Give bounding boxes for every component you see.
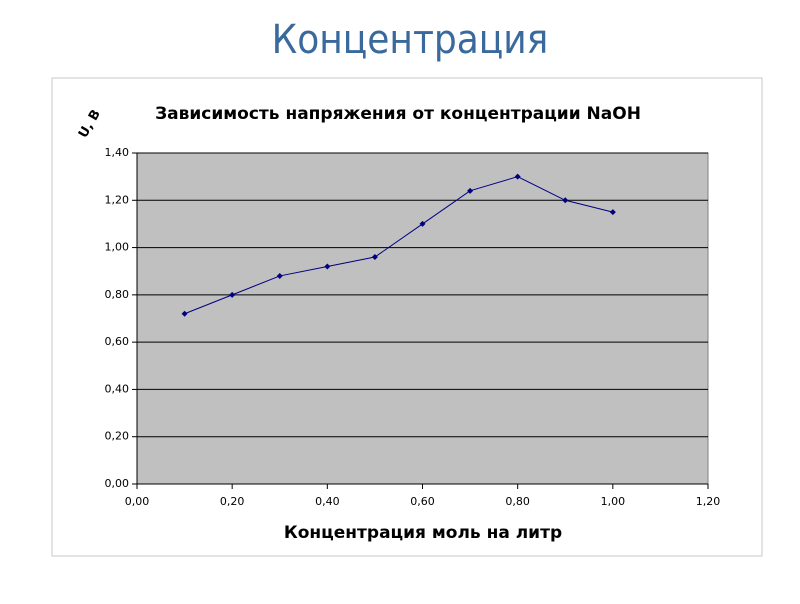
- data-point: [324, 263, 331, 270]
- x-axis-label: Концентрация моль на литр: [284, 523, 562, 543]
- y-tick-label: 0,60: [105, 335, 130, 348]
- x-tick-label: 0,20: [220, 495, 245, 508]
- x-tick-label: 1,00: [601, 495, 626, 508]
- x-tick-label: 1,20: [696, 495, 721, 508]
- data-point: [229, 291, 236, 298]
- y-tick-label: 0,40: [105, 382, 130, 395]
- data-point: [371, 254, 378, 261]
- data-point: [467, 187, 474, 194]
- x-tick-label: 0,00: [125, 495, 150, 508]
- data-point: [419, 220, 426, 227]
- x-tick-label: 0,80: [505, 495, 530, 508]
- y-tick-label: 1,20: [105, 193, 130, 206]
- y-tick-label: 0,80: [105, 288, 130, 301]
- plot-area: [136, 152, 709, 485]
- y-tick-label: 0,20: [105, 430, 130, 443]
- y-tick-label: 0,00: [105, 477, 130, 490]
- x-tick-label: 0,40: [315, 495, 340, 508]
- chart-title: Зависимость напряжения от концентрации N…: [155, 104, 641, 124]
- data-point: [514, 173, 521, 180]
- data-point: [609, 209, 616, 216]
- y-tick-label: 1,00: [105, 241, 130, 254]
- data-point: [276, 272, 283, 279]
- y-tick-label: 1,40: [105, 146, 130, 159]
- data-point: [562, 197, 569, 204]
- data-point: [181, 310, 188, 317]
- data-line: [184, 176, 613, 315]
- slide-heading: Концентрация: [272, 17, 549, 63]
- x-tick-label: 0,60: [410, 495, 435, 508]
